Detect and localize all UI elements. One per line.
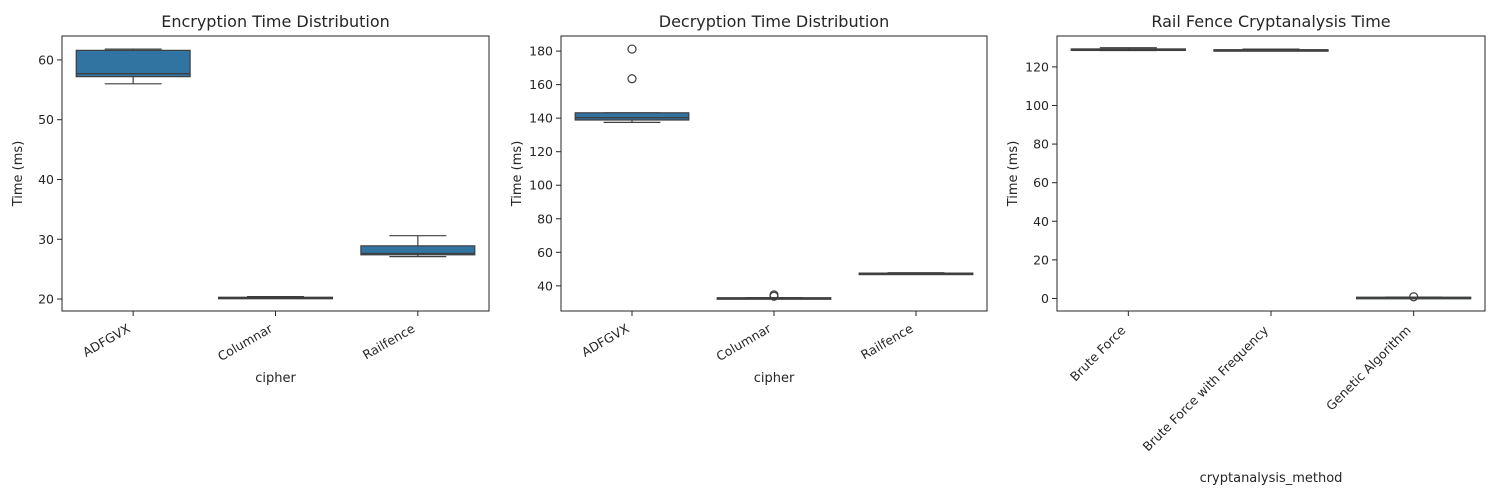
y-tick-label: 20 bbox=[1033, 252, 1049, 267]
y-tick-label: 100 bbox=[1025, 98, 1049, 113]
box-columnar bbox=[217, 296, 334, 300]
outlier-point bbox=[769, 290, 779, 300]
box-railfence bbox=[858, 272, 974, 276]
box-brute-force-with-frequency bbox=[1213, 48, 1329, 52]
box-columnar bbox=[716, 290, 832, 301]
box-railfence bbox=[360, 235, 476, 258]
y-tick-label: 140 bbox=[529, 111, 553, 126]
x-axis-label: cipher bbox=[255, 371, 296, 386]
y-tick-label: 160 bbox=[529, 77, 553, 92]
y-tick-label: 100 bbox=[529, 178, 553, 193]
y-tick-label: 20 bbox=[38, 292, 54, 307]
y-tick-label: 40 bbox=[38, 172, 54, 187]
x-tick-label: Genetic Algorithm bbox=[1323, 323, 1414, 414]
y-tick-label: 60 bbox=[1033, 175, 1049, 190]
y-tick-label: 120 bbox=[529, 144, 553, 159]
box-adfgvx bbox=[574, 44, 690, 123]
cryptanalysis-panel: Rail Fence Cryptanalysis Time 0 20 40 60 80 10… bbox=[1006, 12, 1486, 486]
x-tick-label: Columnar bbox=[215, 320, 276, 364]
plot-frame bbox=[1056, 35, 1486, 312]
chart-title: Decryption Time Distribution bbox=[659, 12, 889, 31]
x-tick-label: Railfence bbox=[858, 320, 916, 362]
iqr-box bbox=[75, 49, 191, 78]
outlier-point bbox=[1409, 292, 1419, 302]
outlier-point bbox=[627, 74, 637, 84]
iqr-box bbox=[360, 245, 476, 256]
x-tick-label: Brute Force bbox=[1067, 322, 1129, 384]
x-tick-label: Brute Force with Frequency bbox=[1140, 322, 1272, 454]
y-tick-label: 40 bbox=[537, 278, 553, 293]
x-axis-label: cryptanalysis_method bbox=[1200, 471, 1343, 486]
y-axis-label: Time (ms) bbox=[510, 141, 525, 208]
box-genetic-algorithm bbox=[1355, 292, 1472, 302]
y-tick-label: 120 bbox=[1025, 59, 1049, 74]
decryption-panel: Decryption Time Distribution 40 60 80 100 120… bbox=[510, 12, 988, 386]
y-tick-label: 30 bbox=[38, 232, 54, 247]
plot-frame bbox=[61, 35, 490, 312]
x-tick-label: ADFGVX bbox=[80, 320, 133, 359]
chart-title: Encryption Time Distribution bbox=[161, 12, 390, 31]
y-tick-label: 60 bbox=[38, 52, 54, 67]
y-tick-label: 50 bbox=[38, 112, 54, 127]
y-tick-label: 80 bbox=[537, 211, 553, 226]
outlier-point bbox=[627, 44, 637, 54]
plot-frame bbox=[560, 35, 988, 312]
y-axis-label: Time (ms) bbox=[1006, 141, 1021, 208]
box-brute-force bbox=[1070, 47, 1187, 52]
y-tick-label: 60 bbox=[537, 245, 553, 260]
x-tick-label: Railfence bbox=[360, 320, 418, 362]
box-adfgvx bbox=[75, 48, 191, 85]
x-axis-label: cipher bbox=[754, 371, 795, 386]
y-tick-label: 40 bbox=[1033, 214, 1049, 229]
x-tick-label: Columnar bbox=[713, 320, 774, 364]
y-tick-label: 0 bbox=[1041, 291, 1049, 306]
y-tick-label: 180 bbox=[529, 44, 553, 59]
encryption-panel: Encryption Time Distribution 20 30 40 50 60 Ti… bbox=[11, 12, 490, 386]
y-tick-label: 80 bbox=[1033, 137, 1049, 152]
y-axis-label: Time (ms) bbox=[11, 141, 26, 208]
iqr-box bbox=[574, 112, 690, 121]
x-tick-label: ADFGVX bbox=[579, 320, 632, 359]
chart-title: Rail Fence Cryptanalysis Time bbox=[1151, 12, 1390, 31]
